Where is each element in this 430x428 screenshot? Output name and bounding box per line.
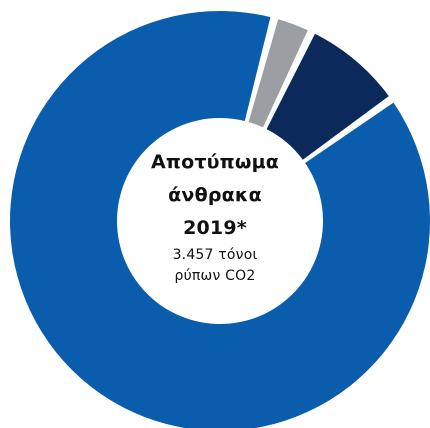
center-label: Αποτύπωμα άνθρακα 2019* 3.457 τόνοι ρύπω… (115, 146, 315, 287)
donut-slice-3 (10, 11, 430, 428)
center-subtitle-line-1: 3.457 τόνοι (172, 247, 258, 263)
center-title-line-3: 2019* (183, 217, 247, 239)
center-title-line-1: Αποτύπωμα (150, 151, 280, 173)
center-title-line-2: άνθρακα (168, 184, 262, 206)
center-subtitle-line-2: ρύπων CO2 (174, 268, 256, 284)
donut-slice-1 (248, 19, 308, 128)
donut-slice-2 (266, 33, 389, 160)
